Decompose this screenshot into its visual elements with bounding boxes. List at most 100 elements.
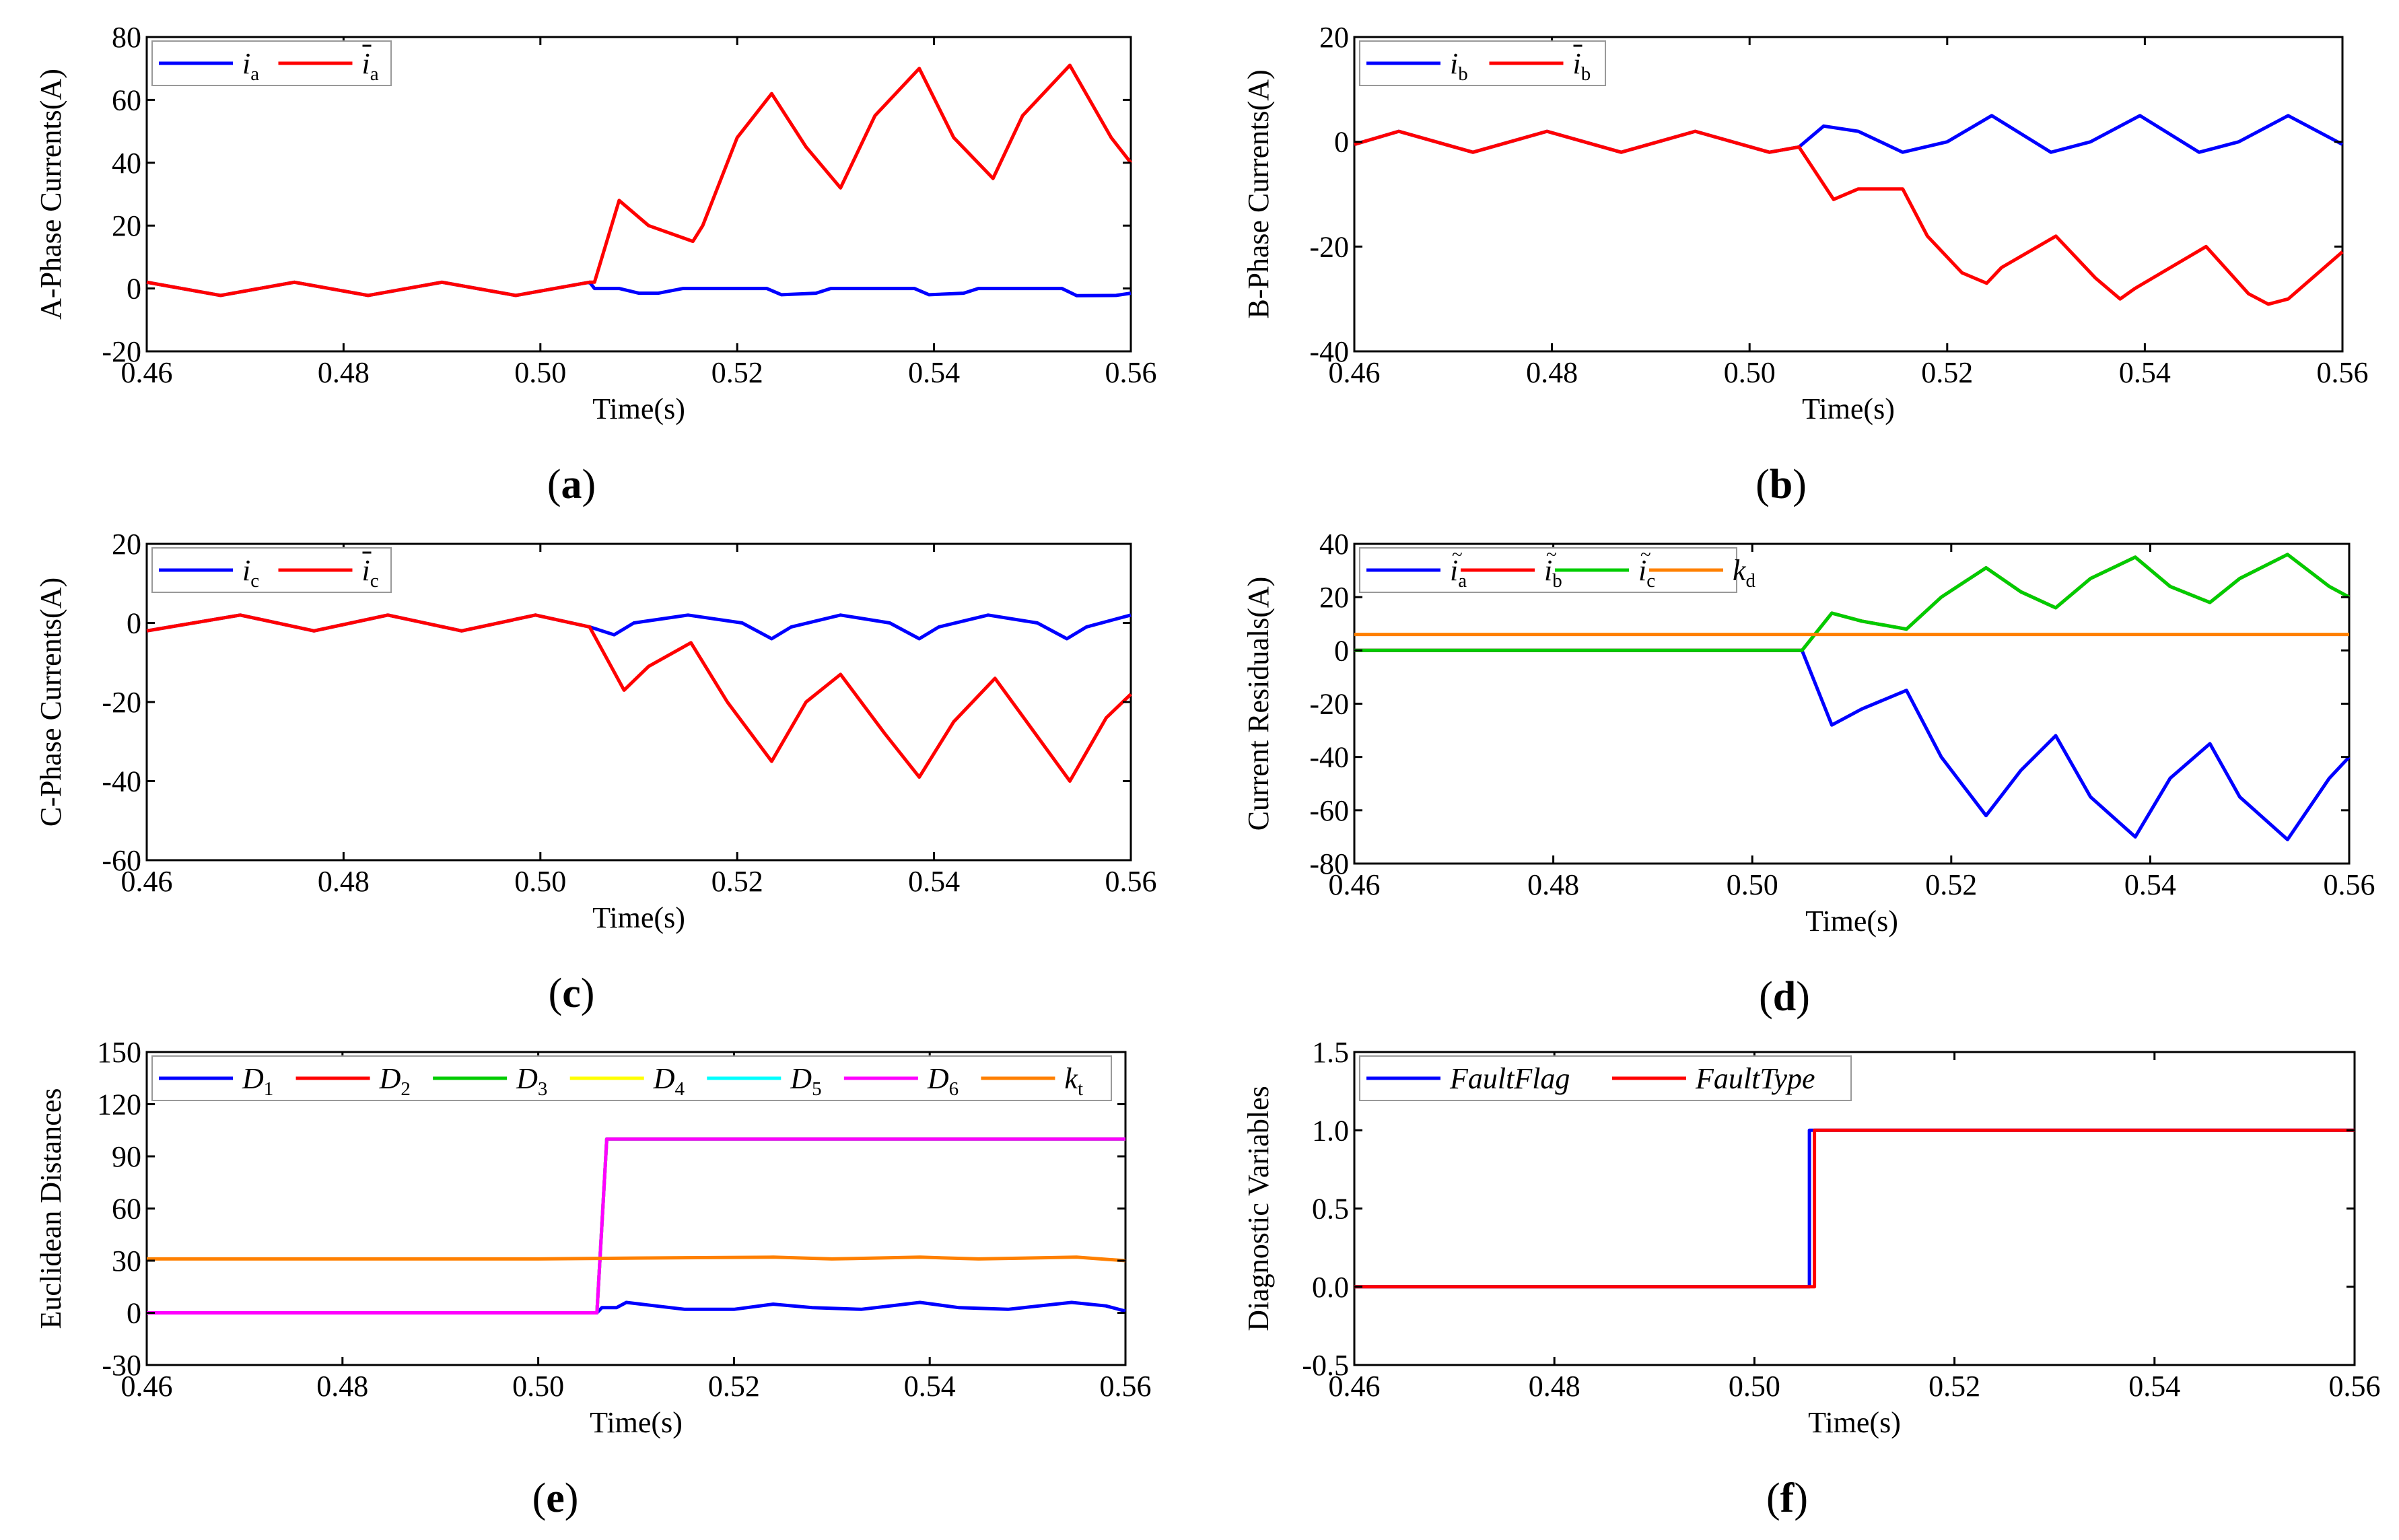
x-tick-label: 0.50 <box>514 356 566 389</box>
y-axis-label: B-Phase Currents(A) <box>1242 69 1275 318</box>
series-line-k-t <box>147 1255 1126 1263</box>
x-tick-label: 0.52 <box>711 865 763 898</box>
legend-accent-tilde: ~ <box>1452 544 1463 565</box>
y-tick-label: -20 <box>1309 230 1349 263</box>
x-tick-label: 0.50 <box>1727 868 1778 901</box>
y-tick-label: -20 <box>102 335 141 368</box>
plot-area-f <box>1353 1051 2356 1366</box>
x-tick-label: 0.52 <box>1921 356 1973 389</box>
legend-entry-faultflag: FaultFlag <box>1449 1062 1570 1095</box>
y-tick-label: -20 <box>102 686 141 719</box>
x-tick-label: 0.48 <box>1529 1370 1580 1403</box>
series-line-i-c-bar <box>146 613 1132 783</box>
x-axis-label: Time(s) <box>592 392 685 425</box>
y-tick-label: 0.5 <box>1312 1193 1349 1226</box>
panel-label: (d) <box>1759 974 1810 1020</box>
x-tick-label: 0.46 <box>1329 1370 1381 1403</box>
y-axis-label: C-Phase Currents(A) <box>34 578 67 827</box>
y-tick-label: 20 <box>112 528 141 561</box>
y-tick-label: 0 <box>127 273 141 306</box>
y-tick-label: -40 <box>102 765 141 798</box>
y-tick-label: 20 <box>112 209 141 242</box>
chart-panel-d: 0.46 0.48 0.50 0.52 0.54 0.56 -80 -60 -40 -20 0 20 4… <box>1242 528 2375 1020</box>
y-tick-label: -30 <box>102 1349 141 1382</box>
series-line-i-b-bar <box>1354 129 2344 306</box>
x-tick-label: 0.48 <box>318 356 370 389</box>
x-axis-label: Time(s) <box>1805 905 1898 938</box>
x-tick-label: 0.46 <box>1329 868 1381 901</box>
x-tick-label: 0.48 <box>318 865 370 898</box>
chart-panel-c: 0.46 0.48 0.50 0.52 0.54 0.56 -60 -40 -20 0 20 Time… <box>34 528 1157 1016</box>
x-axis-label: Time(s) <box>1808 1406 1901 1439</box>
y-axis-label: Current Residuals(A) <box>1242 577 1275 831</box>
x-tick-label: 0.46 <box>1329 356 1381 389</box>
series-line-faulttype <box>1354 1128 2355 1289</box>
x-tick-label: 0.56 <box>1105 865 1157 898</box>
x-tick-label: 0.50 <box>512 1370 564 1403</box>
y-tick-label: -0.5 <box>1302 1349 1349 1382</box>
x-tick-label: 0.56 <box>2317 356 2369 389</box>
y-tick-label: 40 <box>1319 528 1349 561</box>
x-tick-label: 0.56 <box>1100 1370 1152 1403</box>
legend-entry-i-b: ib <box>1573 47 1591 85</box>
legend-entry-d-5: D5 <box>790 1062 821 1100</box>
series-line-i-a-tilde <box>1354 648 2351 841</box>
panel-label: (c) <box>549 971 595 1016</box>
y-tick-label: -40 <box>1309 741 1349 774</box>
y-axis-label: Euclidean Distances <box>34 1088 67 1329</box>
y-tick-label: 150 <box>97 1036 141 1069</box>
legend-accent-tilde: ~ <box>1640 544 1651 565</box>
x-tick-label: 0.48 <box>316 1370 368 1403</box>
series-line-d-6 <box>147 1137 1125 1315</box>
x-tick-label: 0.46 <box>121 865 173 898</box>
x-tick-label: 0.52 <box>1928 1370 1980 1403</box>
y-tick-label: -60 <box>102 844 141 877</box>
y-tick-label: 60 <box>112 83 141 116</box>
panel-label: (b) <box>1755 462 1807 508</box>
x-tick-label: 0.52 <box>1925 868 1977 901</box>
x-tick-label: 0.50 <box>514 865 566 898</box>
y-tick-label: -60 <box>1309 794 1349 827</box>
x-tick-label: 0.56 <box>2324 868 2375 901</box>
y-tick-label: -80 <box>1309 847 1349 880</box>
x-tick-label: 0.48 <box>1526 356 1578 389</box>
x-tick-label: 0.54 <box>2119 356 2171 389</box>
x-tick-label: 0.46 <box>121 356 173 389</box>
chart-panel-e: 0.46 0.48 0.50 0.52 0.54 0.56 -30 0 30 60 90 120 150… <box>34 1036 1152 1521</box>
y-tick-label: 60 <box>112 1193 141 1226</box>
x-tick-label: 0.56 <box>2329 1370 2381 1403</box>
chart-panel-a: 0.46 0.48 0.50 0.52 0.54 0.56 -20 0 20 40 60 80 Time… <box>34 21 1157 508</box>
x-axis-label: Time(s) <box>592 901 685 934</box>
panel-label: (a) <box>547 462 596 508</box>
series-line-i-c-tilde <box>1354 553 2351 652</box>
y-tick-label: 1.5 <box>1312 1036 1349 1069</box>
chart-panel-f: 0.46 0.48 0.50 0.52 0.54 0.56 -0.5 0.0 0.5 1.0 1.5… <box>1242 1036 2381 1521</box>
x-tick-label: 0.46 <box>121 1370 173 1403</box>
y-tick-label: -40 <box>1309 335 1349 368</box>
x-tick-label: 0.54 <box>908 356 960 389</box>
y-tick-label: 20 <box>1319 581 1349 614</box>
y-tick-label: 30 <box>112 1245 141 1278</box>
x-tick-label: 0.56 <box>1105 356 1157 389</box>
x-tick-label: 0.52 <box>708 1370 760 1403</box>
y-tick-label: 0 <box>127 1297 141 1330</box>
x-tick-label: 0.48 <box>1527 868 1579 901</box>
y-tick-label: 0 <box>127 607 141 640</box>
panel-label: (e) <box>532 1475 579 1521</box>
plot-area-c <box>145 542 1132 862</box>
x-tick-label: 0.50 <box>1729 1370 1780 1403</box>
x-tick-label: 0.54 <box>2124 868 2176 901</box>
y-tick-label: 0.0 <box>1312 1271 1349 1304</box>
legend-entry-faulttype: FaultType <box>1695 1062 1815 1095</box>
y-tick-label: -20 <box>1309 688 1349 721</box>
x-axis-label: Time(s) <box>1802 392 1895 425</box>
y-tick-label: 40 <box>112 147 141 180</box>
legend-accent-tilde: ~ <box>1546 544 1557 565</box>
x-tick-label: 0.50 <box>1724 356 1776 389</box>
y-axis-label: A-Phase Currents(A) <box>34 69 67 320</box>
y-tick-label: 80 <box>112 21 141 54</box>
y-tick-label: 120 <box>97 1088 141 1121</box>
plot-area-d <box>1353 542 2351 865</box>
x-tick-label: 0.52 <box>711 356 763 389</box>
